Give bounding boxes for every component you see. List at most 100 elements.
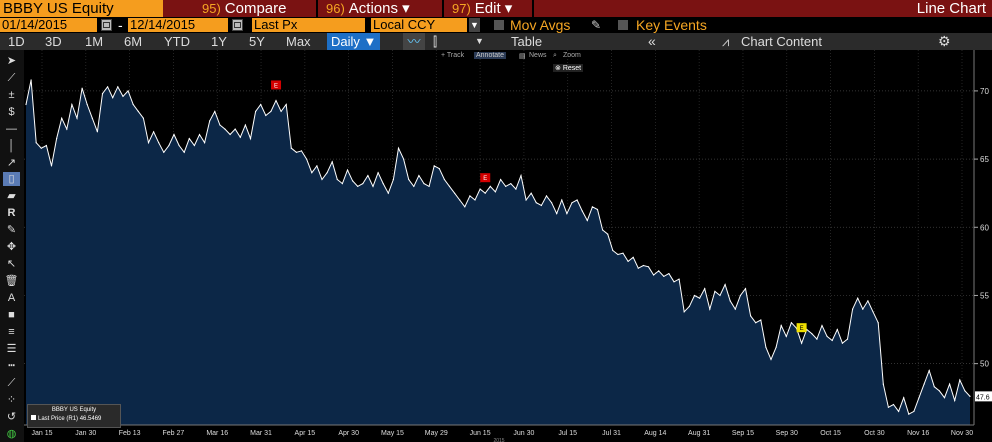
currency-select[interactable]: Local CCY: [371, 18, 467, 32]
chevron-down-icon[interactable]: ▼: [469, 18, 480, 32]
vertical-line-icon[interactable]: │: [8, 140, 15, 152]
bar-chart-icon[interactable]: ⫿: [433, 34, 438, 49]
price-chart[interactable]: 50 55 60 65 70 Jan 15 Jan 30 Feb 13 Feb 27 Mar 16…: [24, 50, 992, 442]
price-field-select[interactable]: Last Px: [252, 18, 365, 32]
period-1y[interactable]: 1Y: [211, 34, 227, 49]
zoom-button[interactable]: Zoom: [563, 52, 581, 59]
security-ticker-field[interactable]: BBBY US Equity: [0, 0, 163, 17]
chart-legend[interactable]: BBBY US Equity Last Price (R1) 46.5469: [27, 404, 121, 428]
dash-style-icon[interactable]: ┅: [8, 360, 15, 372]
chevron-down-icon[interactable]: ▼: [475, 36, 484, 46]
mov-avgs-checkbox[interactable]: [494, 20, 504, 30]
price-point: [35, 142, 37, 144]
price-point: [760, 319, 762, 321]
y-tick-label: 65: [980, 155, 989, 164]
price-point: [663, 275, 665, 277]
price-point: [290, 147, 292, 149]
key-events-label: Key Events: [636, 17, 707, 33]
start-date-input[interactable]: 01/14/2015: [0, 18, 97, 32]
period-5y[interactable]: 5Y: [249, 34, 265, 49]
price-point: [923, 383, 925, 385]
x-tick-label: Nov 16: [907, 430, 929, 437]
dollar-change-icon[interactable]: $: [8, 106, 15, 118]
color-fill-icon[interactable]: ■: [8, 309, 15, 321]
chart-canvas: 50 55 60 65 70 Jan 15 Jan 30 Feb 13 Feb 27 Mar 16…: [24, 50, 992, 442]
edit-button[interactable]: 97) Edit ▾: [452, 0, 512, 17]
price-point: [413, 185, 415, 187]
track-button[interactable]: + Track: [441, 52, 465, 59]
table-button[interactable]: Table: [511, 34, 543, 49]
price-point: [275, 99, 277, 102]
collapse-button[interactable]: «: [648, 33, 656, 49]
price-point: [535, 202, 537, 204]
period-1d[interactable]: 1D: [8, 34, 25, 49]
cursor-icon[interactable]: ↖: [6, 258, 17, 270]
key-events-checkbox[interactable]: [618, 20, 628, 30]
price-point: [637, 267, 639, 269]
price-point: [448, 185, 451, 187]
move-icon[interactable]: ✥: [6, 241, 17, 253]
chart-content-button[interactable]: Chart Content: [741, 34, 822, 49]
price-point: [469, 195, 471, 197]
trash-icon[interactable]: 🗑: [4, 275, 19, 287]
x-tick-label: Feb 13: [119, 430, 141, 437]
compare-button[interactable]: 95) Compare: [202, 0, 287, 17]
text-icon[interactable]: A: [7, 292, 16, 304]
period-3d[interactable]: 3D: [45, 34, 62, 49]
price-point: [101, 93, 104, 95]
palette-icon[interactable]: ◍: [6, 428, 17, 440]
news-icon[interactable]: ▤: [519, 53, 526, 60]
price-line: [25, 79, 971, 415]
ray-icon[interactable]: ↗: [6, 157, 17, 169]
pencil-icon[interactable]: ✎: [591, 18, 602, 32]
price-point: [510, 183, 512, 185]
period-6m[interactable]: 6M: [124, 34, 143, 49]
percent-change-icon[interactable]: ±: [8, 89, 15, 101]
undo-icon[interactable]: ↺: [6, 411, 17, 423]
line-chart-icon[interactable]: 〰: [403, 33, 425, 50]
channel-icon[interactable]: ▰: [7, 190, 16, 202]
price-point: [586, 219, 588, 222]
news-button[interactable]: News: [529, 52, 547, 59]
price-point: [877, 322, 879, 324]
price-point: [790, 322, 793, 324]
price-point: [71, 103, 73, 106]
price-point: [362, 183, 364, 185]
price-point: [50, 165, 53, 167]
period-max[interactable]: Max: [286, 34, 311, 49]
price-point: [505, 185, 507, 187]
calendar-icon[interactable]: [232, 19, 243, 31]
price-point: [785, 335, 787, 337]
end-date-input[interactable]: 12/14/2015: [128, 18, 228, 32]
price-point: [739, 294, 742, 297]
period-ytd[interactable]: YTD: [164, 34, 190, 49]
price-point: [724, 283, 726, 286]
period-1m[interactable]: 1M: [85, 34, 104, 49]
calendar-icon[interactable]: [101, 19, 112, 31]
price-point: [249, 138, 252, 140]
edit-label: Edit ▾: [474, 0, 513, 17]
scatter-icon[interactable]: ⁘: [6, 394, 17, 406]
line-style-icon[interactable]: ≡: [8, 326, 15, 338]
line-width-icon[interactable]: ☰: [6, 343, 17, 355]
brush-icon[interactable]: ⟋: [7, 377, 16, 389]
trendline-icon[interactable]: ⟋: [7, 72, 16, 84]
annotate-button[interactable]: Annotate: [474, 52, 507, 59]
price-point: [494, 191, 496, 193]
zoom-icon[interactable]: ⌕: [553, 52, 557, 59]
frequency-select[interactable]: Daily ▼: [327, 33, 381, 50]
rectangle-icon[interactable]: ▯: [3, 172, 20, 186]
menu-divider: [442, 0, 444, 17]
price-point: [872, 311, 874, 313]
reset-button[interactable]: ⊗ Reset: [553, 64, 584, 72]
gear-icon[interactable]: ⚙: [938, 33, 951, 49]
pointer-icon[interactable]: ➤: [6, 55, 17, 67]
x-tick-label: Apr 15: [295, 430, 316, 437]
retracement-icon[interactable]: R: [7, 207, 16, 219]
price-point: [56, 138, 58, 140]
price-point: [127, 90, 129, 92]
horizontal-line-icon[interactable]: —: [6, 123, 17, 135]
price-point: [142, 117, 144, 119]
actions-button[interactable]: 96) Actions ▾: [326, 0, 410, 17]
pen-icon[interactable]: ✎: [6, 224, 17, 236]
